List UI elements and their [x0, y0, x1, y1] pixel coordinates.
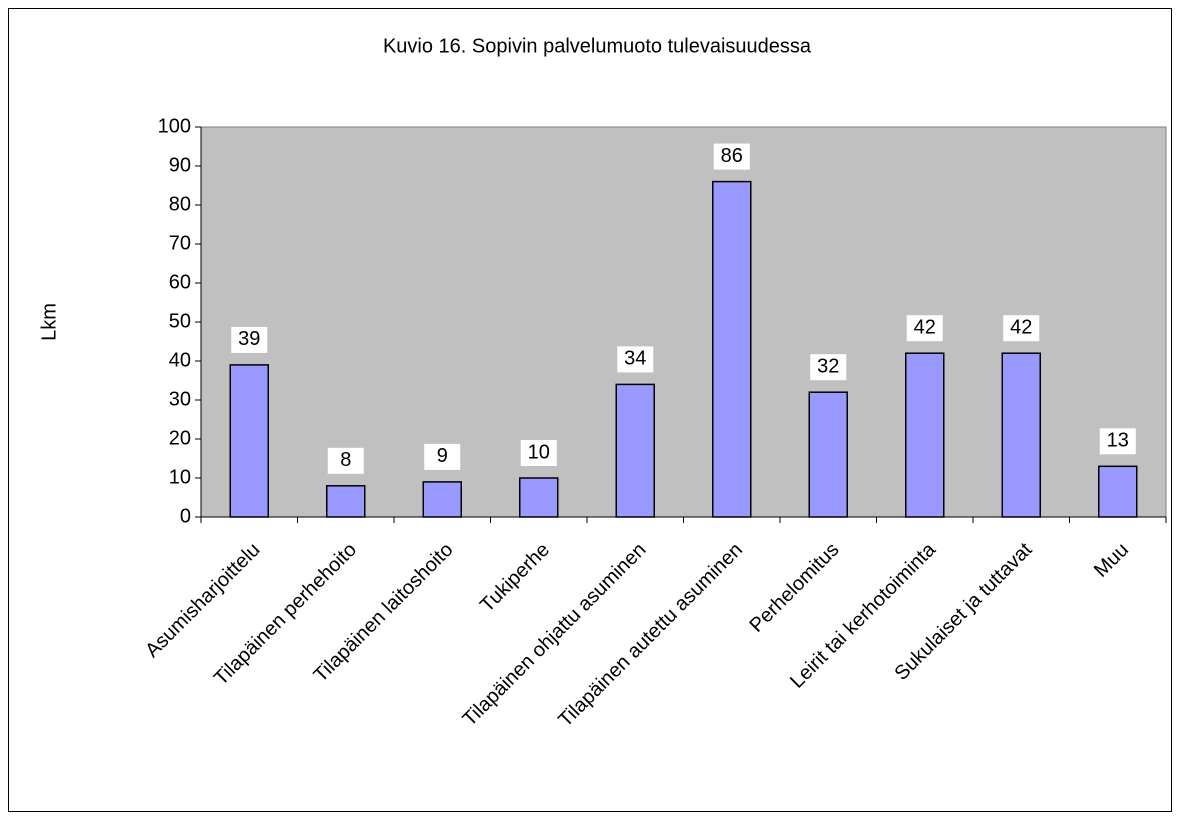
y-tick-label: 20	[169, 427, 191, 449]
y-tick-label: 50	[169, 310, 191, 332]
y-tick-label: 0	[180, 505, 191, 527]
bar	[422, 481, 462, 518]
data-label: 10	[528, 441, 550, 463]
data-label-box	[327, 447, 364, 474]
bar	[905, 352, 945, 518]
data-label-box	[231, 326, 268, 353]
data-label: 42	[1010, 316, 1032, 338]
y-tick-label: 90	[169, 154, 191, 176]
bar	[1098, 465, 1138, 518]
bar	[808, 391, 848, 518]
bar	[326, 485, 366, 518]
data-label: 8	[340, 449, 351, 471]
bar	[712, 180, 752, 518]
chart-title: Kuvio 16. Sopivin palvelumuoto tulevaisu…	[383, 35, 812, 57]
data-label: 34	[624, 348, 646, 370]
bar	[1001, 352, 1041, 518]
data-label-box	[617, 346, 654, 373]
data-label-box	[1099, 428, 1136, 455]
data-label-box	[810, 354, 847, 381]
bar	[519, 477, 559, 518]
data-label: 13	[1107, 430, 1129, 452]
y-tick-label: 60	[169, 271, 191, 293]
data-label-box	[906, 315, 943, 342]
data-label-box	[520, 440, 557, 466]
data-label: 32	[817, 355, 839, 377]
y-tick-label: 30	[169, 388, 191, 410]
data-label: 39	[238, 328, 260, 350]
bar	[229, 364, 269, 518]
data-label: 86	[721, 145, 743, 167]
y-tick-label: 10	[169, 466, 191, 488]
y-tick-label: 80	[169, 193, 191, 215]
y-tick-label: 70	[169, 232, 191, 254]
data-label: 42	[914, 316, 936, 338]
data-label-box	[424, 443, 461, 470]
bar	[615, 383, 655, 518]
data-label: 9	[437, 445, 448, 467]
y-tick-label: 100	[158, 115, 191, 137]
data-label-box	[1003, 315, 1040, 342]
y-axis-label: Lkm	[38, 303, 60, 341]
data-label-box	[713, 143, 750, 170]
y-tick-label: 40	[169, 349, 191, 371]
